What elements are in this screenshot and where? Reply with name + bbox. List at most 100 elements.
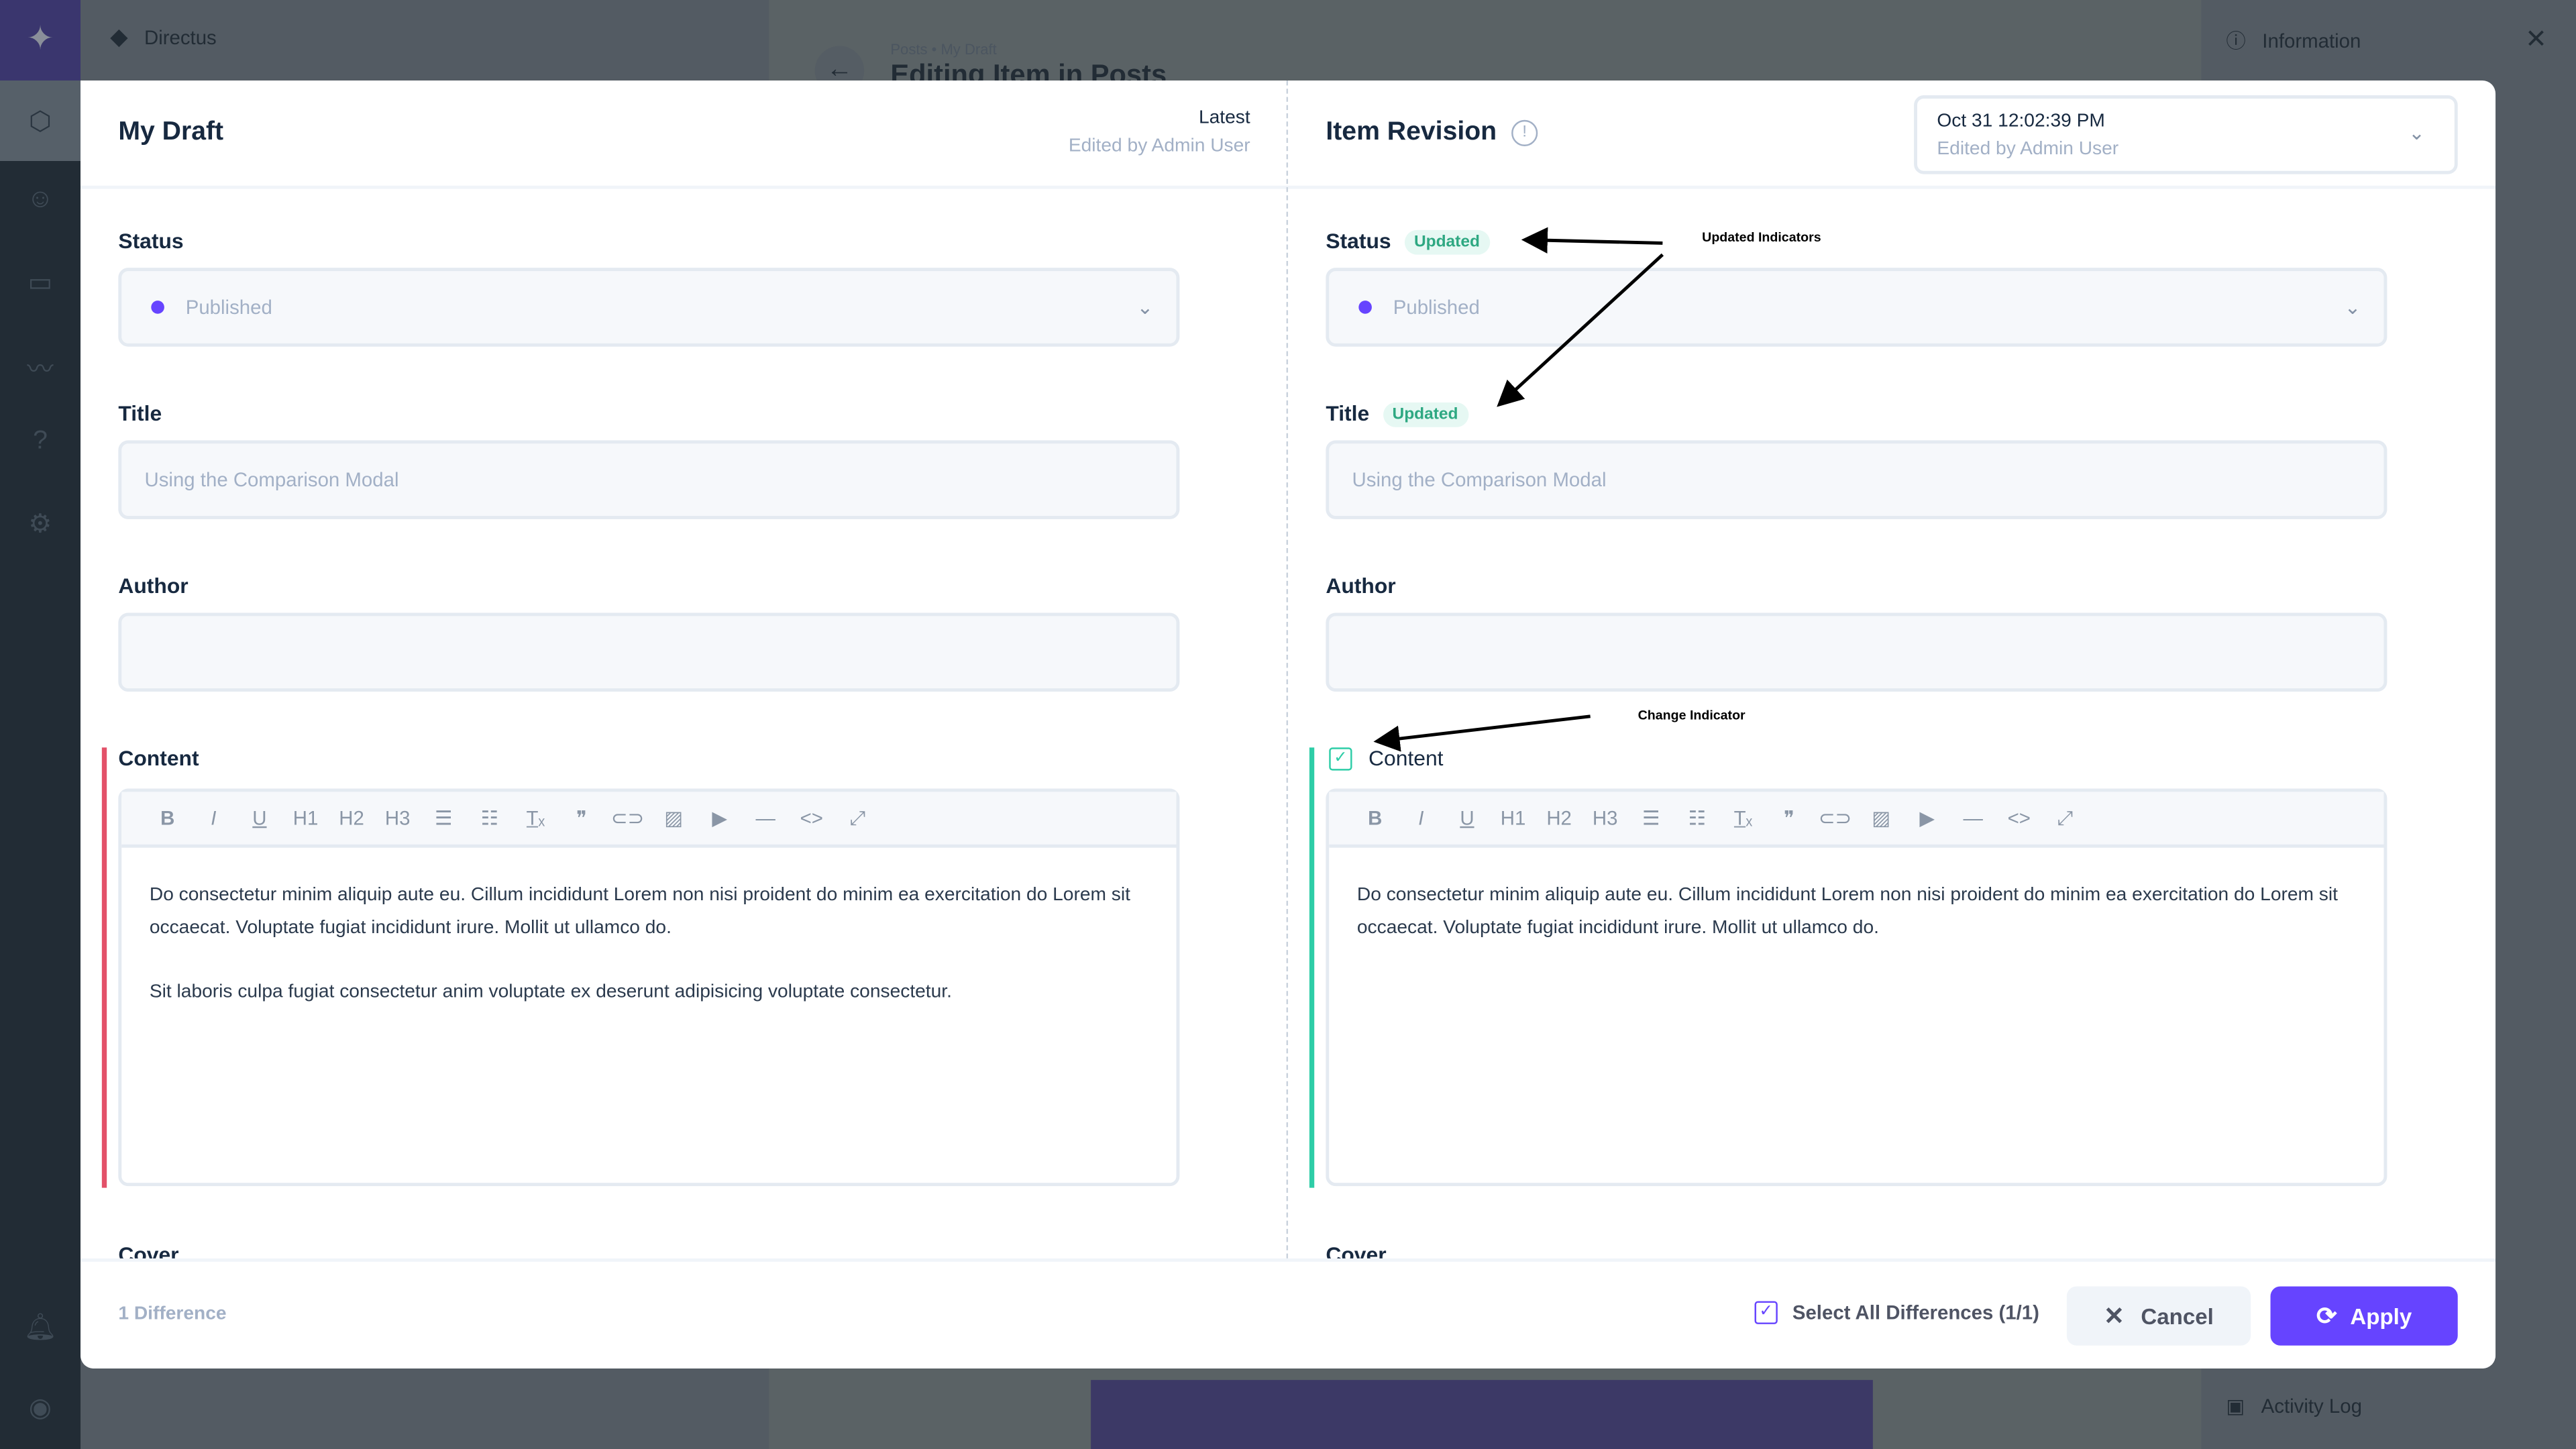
- directus-logo-icon: ✦: [0, 0, 81, 81]
- change-bar-left: [101, 747, 107, 1188]
- bullet-list-icon[interactable]: ☷: [480, 806, 498, 830]
- title-value: Using the Comparison Modal: [1352, 468, 1607, 492]
- cover-image: [1091, 1380, 1873, 1449]
- revision-meta: Edited by Admin User: [1937, 140, 2119, 160]
- heading2-icon[interactable]: H2: [1546, 806, 1572, 830]
- comparison-modal: My Draft Latest Edited by Admin User Ite…: [80, 80, 2496, 1369]
- status-label: Status: [118, 228, 184, 254]
- change-bar-right: [1309, 747, 1315, 1188]
- title-label: Title Updated: [1326, 401, 1468, 427]
- difference-count: 1 Difference: [118, 1304, 227, 1324]
- content-label: Content: [118, 745, 199, 771]
- notifications-bell-icon[interactable]: 🔔︎: [23, 1314, 57, 1342]
- apply-button[interactable]: ⟳ Apply: [2270, 1286, 2458, 1346]
- version-label: Latest: [1198, 108, 1250, 129]
- status-label: Status Updated: [1326, 228, 1490, 255]
- fullscreen-icon[interactable]: ⤢: [849, 806, 866, 829]
- italic-icon[interactable]: I: [211, 806, 217, 830]
- ordered-list-icon[interactable]: ☰: [1642, 806, 1660, 830]
- cancel-label: Cancel: [2141, 1303, 2214, 1329]
- link-icon[interactable]: ⊂⊃: [610, 806, 645, 830]
- close-icon: ✕: [2525, 26, 2547, 54]
- media-icon[interactable]: ▶: [1919, 806, 1935, 830]
- title-label: Title: [118, 400, 162, 426]
- bold-icon[interactable]: B: [1368, 806, 1383, 830]
- content-editor-right[interactable]: B I U H1 H2 H3 ☰ ☷ T̲ₓ ❞ ⊂⊃ ▨ ▶ — <> ⤢ Do consectetur m…: [1326, 788, 2387, 1187]
- title-value: Using the Comparison Modal: [144, 468, 399, 492]
- editor-text[interactable]: Do consectetur minim aliquip aute eu. Ci…: [1329, 848, 2383, 1010]
- content-box-icon[interactable]: ⬡: [28, 108, 52, 137]
- image-icon[interactable]: ▨: [1872, 806, 1890, 830]
- apply-revision-icon: ⟳: [2316, 1303, 2337, 1331]
- underline-icon[interactable]: U: [252, 806, 267, 830]
- info-icon: ⓘ: [2226, 30, 2246, 53]
- content-change-checkbox[interactable]: ✓: [1329, 747, 1352, 771]
- italic-icon[interactable]: I: [1418, 806, 1424, 830]
- clear-format-icon[interactable]: T̲ₓ: [1733, 806, 1753, 830]
- left-title: My Draft: [118, 118, 224, 146]
- code-icon[interactable]: <>: [2007, 806, 2031, 830]
- project-logo-icon: ◆: [110, 23, 128, 50]
- heading1-icon[interactable]: H1: [292, 806, 319, 830]
- users-icon[interactable]: ☺: [26, 185, 54, 214]
- blockquote-icon[interactable]: ❞: [576, 806, 587, 830]
- author-input[interactable]: [118, 612, 1180, 692]
- bold-icon[interactable]: B: [160, 806, 175, 830]
- status-dot: [151, 301, 164, 314]
- content-editor-left[interactable]: B I U H1 H2 H3 ☰ ☷ T̲ₓ ❞ ⊂⊃ ▨ ▶ — <> ⤢ Do consectetur m…: [118, 788, 1180, 1187]
- author-label: Author: [118, 573, 189, 598]
- revision-select[interactable]: Oct 31 12:02:39 PM Edited by Admin User …: [1914, 95, 2458, 174]
- link-icon[interactable]: ⊂⊃: [1818, 806, 1852, 830]
- media-icon[interactable]: ▶: [712, 806, 727, 830]
- version-meta: Edited by Admin User: [1068, 136, 1250, 156]
- modal-header: My Draft Latest Edited by Admin User Ite…: [80, 80, 2496, 189]
- updated-badge: Updated: [1382, 402, 1468, 427]
- chevron-down-icon: ⌄: [2408, 121, 2425, 145]
- insights-icon[interactable]: 〰: [27, 356, 54, 385]
- help-icon[interactable]: ?: [33, 427, 48, 455]
- arrow-to-status: [1521, 227, 1663, 254]
- cancel-button[interactable]: ✕ Cancel: [2066, 1286, 2251, 1346]
- heading1-icon[interactable]: H1: [1500, 806, 1526, 830]
- image-icon[interactable]: ▨: [664, 806, 683, 830]
- breadcrumb: Posts • My Draft: [890, 41, 997, 58]
- paragraph: Do consectetur minim aliquip aute eu. Ci…: [149, 885, 1130, 938]
- fullscreen-icon[interactable]: ⤢: [2057, 806, 2074, 829]
- clear-format-icon[interactable]: T̲ₓ: [526, 806, 545, 830]
- underline-icon[interactable]: U: [1460, 806, 1474, 830]
- right-title: Item Revision: [1326, 118, 1497, 146]
- horizontal-rule-icon[interactable]: —: [1963, 806, 1983, 830]
- bullet-list-icon[interactable]: ☷: [1688, 806, 1706, 830]
- blockquote-icon[interactable]: ❞: [1784, 806, 1794, 830]
- settings-icon[interactable]: ⚙: [28, 511, 52, 539]
- heading3-icon[interactable]: H3: [1592, 806, 1618, 830]
- status-select[interactable]: Published ⌄: [1326, 268, 2387, 347]
- user-avatar-icon[interactable]: ◉: [28, 1395, 52, 1423]
- select-all-label: Select All Differences (1/1): [1792, 1301, 2039, 1324]
- horizontal-rule-icon[interactable]: —: [755, 806, 775, 830]
- folder-icon[interactable]: ▭: [28, 269, 53, 298]
- module-nav: ✦ ⬡ ☺ ▭ 〰 ? ⚙ 🔔︎ ◉: [0, 0, 81, 1449]
- status-dot: [1358, 301, 1372, 314]
- close-icon: ✕: [2104, 1303, 2125, 1331]
- title-input[interactable]: Using the Comparison Modal: [1326, 440, 2387, 519]
- ordered-list-icon[interactable]: ☰: [435, 806, 453, 830]
- paragraph: Do consectetur minim aliquip aute eu. Ci…: [1356, 885, 2339, 938]
- status-select[interactable]: Published ⌄: [118, 268, 1180, 347]
- heading3-icon[interactable]: H3: [384, 806, 411, 830]
- select-all-checkbox[interactable]: ✓ Select All Differences (1/1): [1754, 1301, 2039, 1324]
- info-alert-icon[interactable]: !: [1511, 119, 1538, 146]
- updated-badge: Updated: [1404, 229, 1490, 255]
- title-input[interactable]: Using the Comparison Modal: [118, 440, 1180, 519]
- author-label: Author: [1326, 573, 1396, 598]
- heading2-icon[interactable]: H2: [339, 806, 364, 830]
- pane-divider: [1286, 80, 1289, 1258]
- status-value: Published: [1393, 295, 1480, 319]
- sidebar-activity-label: Activity Log: [2261, 1395, 2362, 1418]
- annotation-updated: Updated Indicators: [1702, 229, 1821, 245]
- editor-text[interactable]: Do consectetur minim aliquip aute eu. Ci…: [121, 848, 1176, 1074]
- code-icon[interactable]: <>: [800, 806, 823, 830]
- annotation-change: Change Indicator: [1638, 708, 1746, 723]
- author-input[interactable]: [1326, 612, 2387, 692]
